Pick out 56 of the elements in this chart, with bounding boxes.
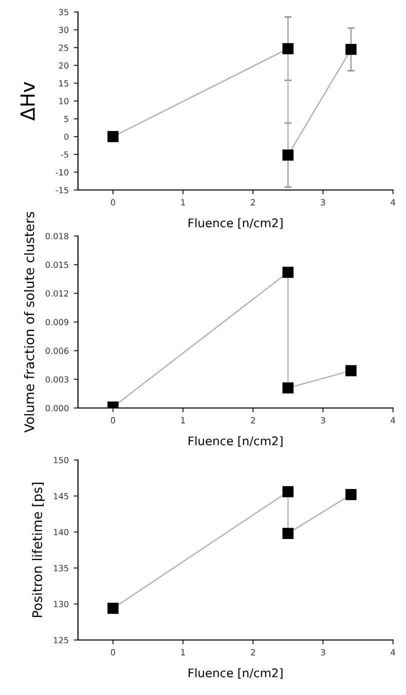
- y-tick-label: 0.006: [46, 348, 68, 354]
- point: [282, 43, 294, 54]
- x-tick-label: 2: [250, 199, 255, 206]
- y-tick-label: -10: [56, 169, 68, 176]
- x-tick-label: 4: [390, 649, 396, 656]
- y-tick-label: 135: [54, 564, 68, 572]
- y-tick-label: 0: [64, 134, 68, 140]
- y-tick-label: 0.003: [46, 376, 68, 383]
- y-tick-label: 130: [54, 600, 68, 608]
- point: [107, 131, 119, 142]
- x-tick-label: 0: [110, 417, 116, 424]
- y-tick-label: 0.012: [46, 290, 68, 297]
- point: [282, 528, 294, 539]
- y-tick-label: 0.018: [46, 232, 68, 240]
- y-tick-label: 5: [64, 116, 68, 122]
- y-tick-label: 25: [58, 44, 68, 51]
- point: [345, 44, 357, 55]
- x-axis-title: Fluence [n/cm2]: [188, 668, 282, 679]
- x-tick-label: 1: [181, 199, 185, 206]
- point: [345, 365, 357, 376]
- x-tick-label: 0: [110, 199, 116, 206]
- y-tick-label: 150: [54, 456, 68, 464]
- y-tick-label: -15: [56, 187, 68, 194]
- x-tick-label: 0: [110, 649, 116, 656]
- y-tick-label: 30: [59, 26, 68, 34]
- x-tick-label: 3: [320, 417, 325, 424]
- y-tick-label: 0.000: [46, 404, 68, 412]
- y-tick-label: -5: [61, 151, 68, 158]
- y-tick-label: 15: [59, 80, 68, 86]
- point: [282, 486, 294, 498]
- y-tick-label: 0.009: [46, 318, 68, 326]
- y-tick-label: 20: [58, 62, 68, 69]
- y-tick-label: 0.015: [46, 262, 68, 268]
- x-tick-label: 3: [320, 649, 325, 656]
- x-tick-label: 1: [181, 649, 185, 656]
- point: [282, 150, 294, 161]
- y-tick-label: 145: [54, 493, 68, 500]
- y-tick-label: 140: [54, 528, 68, 536]
- x-axis-title: Fluence [n/cm2]: [188, 436, 282, 447]
- y-axis-title: Volume fraction of solute clusters: [24, 212, 34, 433]
- x-tick-label: 2: [250, 417, 255, 424]
- y-axis-title: ΔHv: [20, 82, 35, 121]
- x-tick-label: 1: [181, 417, 185, 424]
- x-tick-label: 4: [390, 417, 396, 424]
- point: [282, 266, 294, 278]
- y-tick-label: 10: [59, 98, 68, 104]
- point: [282, 382, 294, 394]
- point: [107, 602, 119, 614]
- point: [345, 489, 357, 500]
- x-tick-label: 4: [390, 199, 396, 206]
- y-axis-title: Positron lifetime [ps]: [32, 482, 45, 618]
- x-axis-title: Fluence [n/cm2]: [188, 218, 282, 229]
- x-tick-label: 2: [250, 649, 255, 656]
- x-tick-label: 3: [320, 199, 325, 206]
- y-tick-label: 35: [59, 8, 68, 16]
- y-tick-label: 125: [54, 636, 68, 644]
